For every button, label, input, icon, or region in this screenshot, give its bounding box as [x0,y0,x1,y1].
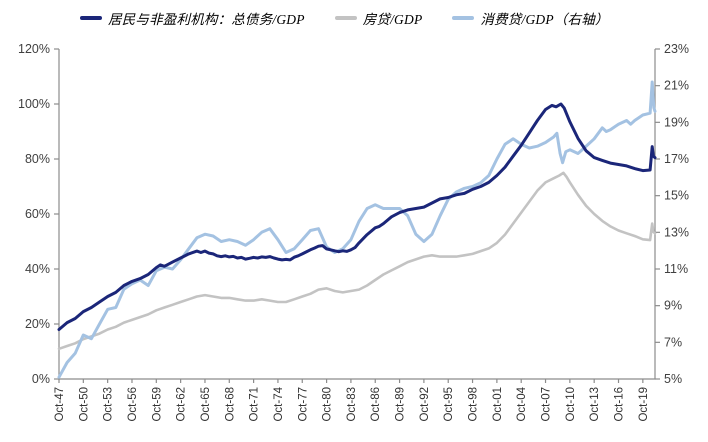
x-axis-tick-label: Oct-89 [395,387,407,422]
legend: 居民与非盈利机构：总债务/GDP 房贷/GDP 消费贷/GDP（右轴） [80,8,609,28]
series-line-consumer-credit [57,80,657,379]
legend-label-mortgage: 房贷/GDP [362,12,423,27]
x-axis-tick-label: Oct-95 [443,387,455,422]
x-axis-tick-label: Oct-86 [370,387,382,422]
y-axis-right-tick-label: 9% [664,299,682,313]
y-axis-left-tick-label: 60% [25,207,50,221]
legend-swatch-total-debt [80,16,102,20]
x-axis-tick-label: Oct-59 [151,387,163,422]
legend-label-total-debt: 居民与非盈利机构：总债务/GDP [108,12,305,27]
legend-label-consumer-credit: 消费贷/GDP（右轴） [480,12,609,27]
y-axis-right-tick-label: 17% [664,152,689,166]
x-axis-tick-label: Oct-19 [638,387,650,422]
y-axis-left-tick-label: 20% [25,317,50,331]
x-axis-tick-label: Oct-47 [54,387,66,422]
x-axis-tick-label: Oct-92 [419,387,431,422]
x-axis-tick-label: Oct-53 [103,387,115,422]
y-axis-right-tick-label: 15% [664,189,689,203]
y-axis-right-tick-label: 19% [664,115,689,129]
y-axis-right-tick-label: 21% [664,79,689,93]
x-axis-tick-label: Oct-16 [614,387,626,422]
x-axis-tick-label: Oct-04 [516,386,528,421]
x-axis-tick-label: Oct-50 [78,387,90,422]
series-line-total-debt [57,102,657,331]
x-axis-tick-label: Oct-71 [249,387,261,422]
x-axis-tick-label: Oct-07 [541,387,553,422]
x-axis-tick-label: Oct-68 [224,387,236,422]
legend-item-total-debt: 居民与非盈利机构：总债务/GDP [80,8,305,28]
y-axis-right-tick-label: 13% [664,225,689,239]
x-axis-tick-label: Oct-77 [297,387,309,422]
legend-swatch-mortgage [334,16,357,20]
y-axis-left-tick-label: 100% [18,97,50,111]
y-axis-left-tick-label: 40% [25,262,50,276]
x-axis-tick-label: Oct-74 [273,386,285,421]
x-axis-tick-label: Oct-10 [565,387,577,422]
y-axis-left-tick-label: 80% [25,152,50,166]
x-axis-tick-label: Oct-01 [492,387,504,422]
y-axis-right-tick-label: 5% [664,372,682,386]
x-axis-tick-label: Oct-80 [322,387,334,422]
series-line-mortgage [57,171,657,351]
legend-item-consumer-credit: 消费贷/GDP（右轴） [452,8,608,28]
legend-item-mortgage: 房贷/GDP [334,8,423,28]
legend-swatch-consumer-credit [452,16,475,20]
x-axis-tick-label: Oct-65 [200,387,212,422]
y-axis-right-tick-label: 23% [664,42,689,56]
x-axis-tick-label: Oct-83 [346,387,358,422]
axis-frame [58,49,656,380]
y-axis-right-tick-label: 7% [664,335,682,349]
x-axis-tick-label: Oct-98 [468,387,480,422]
y-axis-right-tick-label: 11% [664,262,688,276]
x-axis-tick-label: Oct-62 [176,387,188,422]
x-axis-tick-label: Oct-13 [589,387,601,422]
y-axis-left-tick-label: 120% [18,42,50,56]
y-axis-left-tick-label: 0% [32,372,50,386]
x-axis-tick-label: Oct-56 [127,387,139,422]
